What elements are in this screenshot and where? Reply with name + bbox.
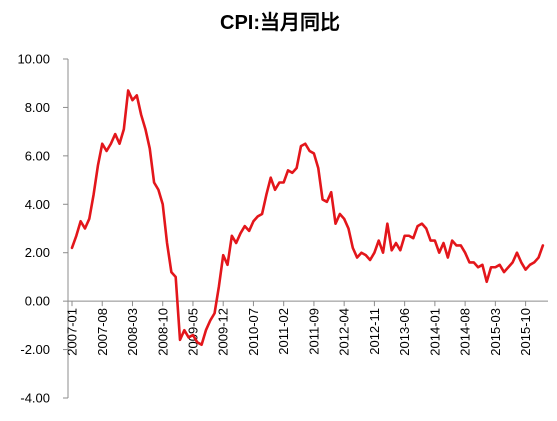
y-tick-label: -2.00 xyxy=(20,342,50,357)
x-tick-label: 2009-05 xyxy=(186,308,201,356)
y-tick-label: 0.00 xyxy=(25,294,50,309)
x-tick-label: 2011-09 xyxy=(306,308,321,355)
x-tick-label: 2012-04 xyxy=(337,308,352,356)
x-tick-label: 2014-08 xyxy=(458,308,473,356)
x-tick-label: 2009-12 xyxy=(216,308,231,356)
y-tick-label: 2.00 xyxy=(25,245,50,260)
x-tick-label: 2015-10 xyxy=(518,308,533,356)
x-tick-label: 2008-03 xyxy=(125,308,140,356)
x-tick-label: 2014-01 xyxy=(427,308,442,356)
x-tick-label: 2011-02 xyxy=(276,308,291,355)
x-tick-label: 2007-01 xyxy=(65,308,80,356)
x-tick-label: 2010-07 xyxy=(246,308,261,356)
y-tick-label: 8.00 xyxy=(25,100,50,115)
y-tick-label: 4.00 xyxy=(25,197,50,212)
y-tick-label: 10.00 xyxy=(17,52,50,67)
x-tick-label: 2015-03 xyxy=(488,308,503,356)
y-axis: 10.00 8.00 6.00 4.00 2.00 0.00 -2.00 -4.00 xyxy=(17,52,69,406)
x-tick-label: 2012-11 xyxy=(367,308,382,355)
plot-series xyxy=(70,89,545,347)
y-tick-label: 6.00 xyxy=(25,148,50,163)
chart-title: CPI:当月同比 xyxy=(220,11,340,34)
x-tick-label: 2007-08 xyxy=(95,308,110,356)
y-tick-label: -4.00 xyxy=(20,391,50,406)
x-tick-label: 2013-06 xyxy=(397,308,412,356)
cpi-series-line xyxy=(70,89,545,347)
x-tick-label: 2008-10 xyxy=(155,308,170,356)
x-axis: 2007-01 2007-08 2008-03 2008-10 2009-05 2009-… xyxy=(65,300,548,356)
